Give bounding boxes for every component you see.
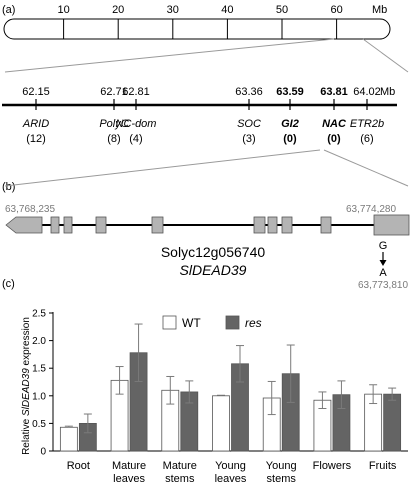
y-tick-label: 2.5: [32, 309, 46, 320]
marker-position: 63.36: [235, 86, 263, 98]
gene-start-coordinate: 63,768,235: [5, 204, 55, 215]
x-tick-label: Flowers: [313, 460, 352, 472]
chromosome-ticks: 10 20 30 40 50 60: [57, 4, 343, 39]
marker-position: 62.81: [122, 86, 150, 98]
exon-arrow: [5, 216, 43, 234]
x-tick-label: Mature: [163, 460, 197, 472]
marker-position: 62.71: [100, 86, 128, 98]
bar-wt: [59, 426, 78, 452]
x-tick-label: Young: [215, 460, 246, 472]
exon: [50, 216, 60, 234]
marker-gene: NC-dom: [116, 118, 157, 130]
marker-gene: ARID: [22, 118, 49, 130]
marker-gene: NAC: [322, 118, 347, 130]
exon: [95, 216, 107, 234]
chart-bars: [59, 323, 402, 452]
zoom-guide-b-right: [323, 149, 409, 187]
y-axis-label: Relative SlDEAD39 expression: [21, 317, 32, 455]
marker-recombinant-count: (0): [283, 133, 297, 145]
marker-position: 62.15: [22, 86, 50, 98]
x-tick-label: Young: [266, 460, 297, 472]
marker-position: 63.81: [320, 86, 348, 98]
x-tick-label: Mature: [112, 460, 146, 472]
marker-recombinant-count: (0): [327, 133, 341, 145]
marker-gene: SOC: [237, 118, 261, 130]
y-tick-label: 1.5: [32, 364, 46, 375]
snp-position: 63,773,810: [358, 280, 408, 291]
exon: [253, 216, 266, 234]
x-tick-label: leaves: [113, 473, 145, 485]
chromosome-tick-label: 60: [330, 4, 342, 16]
markers: 62.15 ARID (12) 62.71 PolyC (8) 62.81 NC-dom (4)…: [22, 86, 384, 145]
exon: [63, 216, 73, 234]
chromosome-tick-label: 40: [221, 4, 233, 16]
chromosome-overview: 10 20 30 40 50 60 Mb: [3, 4, 409, 73]
y-tick-label: 0: [40, 447, 46, 458]
zoom-guide-left: [4, 38, 335, 73]
snp-reference-allele: G: [379, 240, 388, 252]
y-tick-label: 1.0: [32, 391, 46, 402]
legend-swatch: [225, 315, 240, 330]
bar-wt: [212, 395, 230, 452]
marker-position: 64.02: [353, 86, 381, 98]
marker-map: Mb 62.15 ARID (12) 62.71 PolyC (8) 62.81 NC-dom…: [2, 86, 409, 187]
snp-arrow-head: [379, 260, 387, 266]
exon: [151, 216, 164, 234]
gene-model: 63,768,235 63,774,280 Solyc12g056740 SlD…: [5, 204, 410, 291]
gene-name: SlDEAD39: [180, 262, 247, 278]
x-tick-label: leaves: [215, 473, 247, 485]
marker-gene: PolyC: [99, 118, 128, 130]
exon: [320, 216, 332, 234]
panel-c-label: (c): [2, 278, 15, 290]
marker-gene: GI2: [281, 118, 299, 130]
y-axis-label-prefix: Relative: [21, 416, 32, 455]
snp-alternate-allele: A: [379, 267, 387, 279]
marker-recombinant-count: (3): [242, 133, 255, 145]
gene-end-coordinate: 63,774,280: [346, 204, 396, 215]
gene-id: Solyc12g056740: [161, 244, 266, 260]
marker-recombinant-count: (8): [107, 133, 120, 145]
chromosome-bar: [3, 18, 391, 40]
exon: [267, 216, 278, 234]
x-tick-label: stems: [267, 473, 297, 485]
zoom-guide-b-left: [4, 149, 321, 187]
marker-gene: ETR2b: [350, 118, 384, 130]
expression-chart: Relative SlDEAD39 expression 0 0.5 1.0 1.5 2…: [21, 309, 408, 485]
legend-label: res: [245, 316, 262, 330]
legend-label: WT: [182, 316, 201, 330]
y-axis-label-gene: SlDEAD39: [21, 368, 32, 416]
y-tick-label: 2.0: [32, 336, 46, 347]
chromosome-unit: Mb: [372, 4, 387, 16]
chromosome-tick-label: 10: [57, 4, 69, 16]
x-tick-labels: Root MatureleavesMaturestemsYoungleavesYo…: [67, 460, 397, 485]
legend: WT res: [162, 315, 262, 330]
chromosome-tick-label: 20: [112, 4, 124, 16]
exon: [373, 214, 410, 236]
y-tick-label: 0.5: [32, 419, 46, 430]
chromosome-tick-label: 30: [167, 4, 179, 16]
y-axis-label-suffix: expression: [21, 317, 32, 368]
zoom-guide-right: [362, 38, 409, 73]
chromosome-tick-label: 50: [276, 4, 288, 16]
panel-a-label: (a): [2, 4, 15, 16]
x-tick-label: Root: [67, 460, 90, 472]
exon: [281, 216, 293, 234]
panel-b-label: (b): [2, 181, 15, 193]
x-tick-label: stems: [165, 473, 195, 485]
bar-res: [383, 393, 402, 452]
marker-recombinant-count: (4): [129, 133, 142, 145]
marker-recombinant-count: (12): [26, 133, 46, 145]
marker-unit: Mb: [380, 86, 395, 98]
legend-swatch: [162, 315, 177, 330]
marker-recombinant-count: (6): [360, 133, 373, 145]
marker-position: 63.59: [276, 86, 304, 98]
x-tick-label: Fruits: [369, 460, 397, 472]
